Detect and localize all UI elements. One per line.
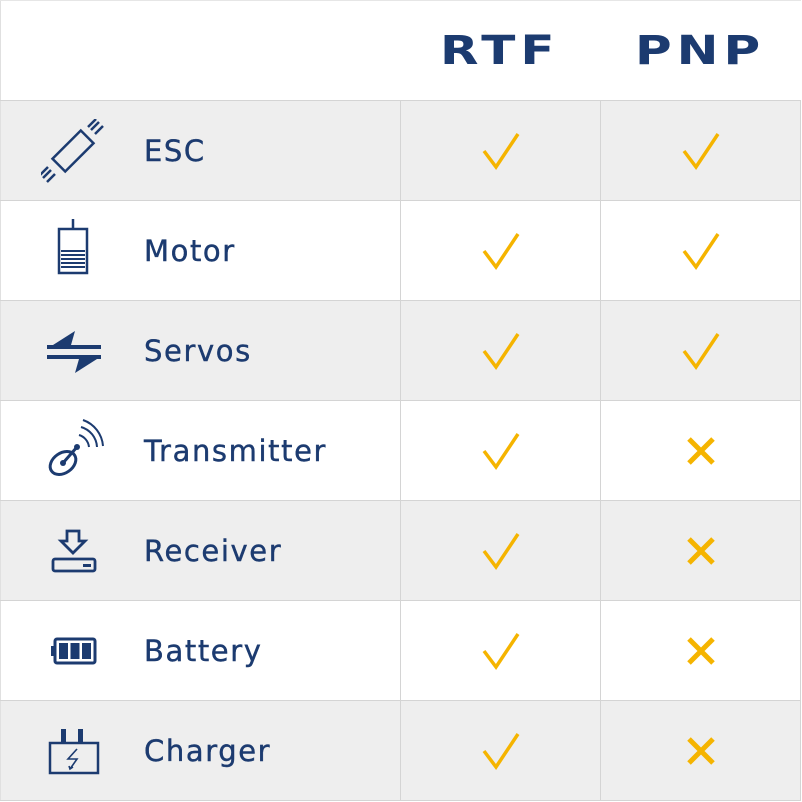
feature-cell: ESC [0,101,400,200]
rtf-cell [400,201,600,300]
pnp-cell [600,101,801,200]
table-row: Receiver [0,500,801,600]
table-row: Servos [0,300,801,400]
pnp-cell [600,401,801,500]
rtf-cell [400,701,600,800]
cross-icon [686,736,715,765]
feature-label: Motor [144,233,236,268]
table-row: Charger [0,700,801,800]
check-icon [482,332,519,370]
pnp-cell [600,501,801,600]
header-empty [0,1,400,101]
check-icon [682,232,719,270]
table-header: RTF PNP [0,0,801,101]
check-icon [482,732,519,770]
charger-icon [48,729,100,775]
rtf-cell [400,101,600,200]
table-row: Transmitter [0,400,801,500]
pnp-cell [600,201,801,300]
table-row: ESC [0,100,801,200]
check-icon [482,132,519,170]
motor-icon [57,219,89,275]
pnp-cell [600,601,801,700]
header-rtf: RTF [440,28,560,74]
feature-cell: Battery [0,601,400,700]
cross-icon [686,536,715,565]
check-icon [682,132,719,170]
feature-cell: Charger [0,701,400,800]
transmitter-icon [48,419,104,476]
cross-icon [686,636,715,665]
cross-icon [686,436,715,465]
check-icon [482,532,519,570]
feature-label: Receiver [144,533,283,568]
rtf-cell [400,601,600,700]
feature-label: Transmitter [144,433,328,468]
table-row: Motor [0,200,801,300]
feature-cell: Servos [0,301,400,400]
rtf-cell [400,501,600,600]
battery-icon [51,637,97,665]
pnp-cell [600,301,801,400]
check-icon [482,432,519,470]
table-row: Battery [0,600,801,700]
feature-cell: Receiver [0,501,400,600]
feature-cell: Motor [0,201,400,300]
pnp-cell [600,701,801,800]
feature-label: Servos [144,333,252,368]
check-icon [482,632,519,670]
servos-icon [47,331,101,373]
header-pnp: PNP [635,28,766,74]
check-icon [482,232,519,270]
check-icon [682,332,719,370]
feature-label: Charger [144,733,272,768]
feature-cell: Transmitter [0,401,400,500]
table-bottom-border [0,800,801,801]
feature-label: ESC [144,133,206,168]
feature-label: Battery [144,633,263,668]
rtf-cell [400,301,600,400]
receiver-icon [51,529,97,573]
rtf-cell [400,401,600,500]
esc-icon [41,119,104,183]
